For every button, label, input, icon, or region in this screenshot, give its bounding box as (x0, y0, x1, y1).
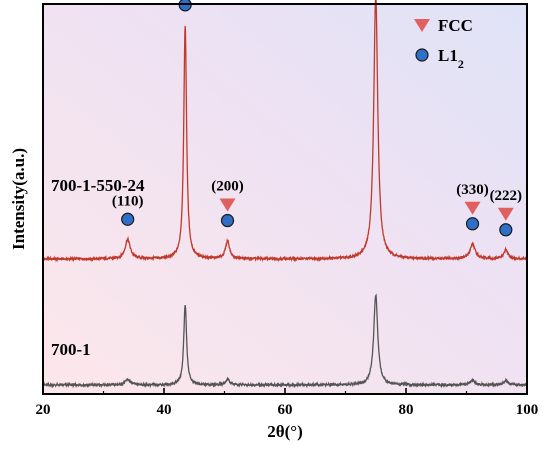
x-tick-label-60: 60 (278, 402, 293, 418)
legend-l12-marker (415, 48, 429, 62)
series-line-700-1 (42, 293, 528, 389)
peak-marker-l12-(111) (178, 0, 192, 12)
peak-marker-l12-(200) (220, 213, 235, 228)
peak-marker-l12-(330) (465, 217, 480, 231)
peak-label-(110): (110) (112, 193, 144, 209)
legend-fcc-label: FCC (438, 16, 473, 35)
legend-l12-label: L12 (438, 46, 464, 71)
legend-fcc-marker (414, 19, 430, 32)
peak-marker-l12-(222) (499, 223, 513, 237)
peak-label-(330): (330) (456, 182, 489, 198)
peak-marker-fcc-(200) (219, 198, 236, 212)
plot-background (43, 4, 527, 394)
peak-marker-fcc-(222) (497, 207, 514, 221)
series-label-700-1: 700-1 (51, 340, 91, 359)
peak-label-(222): (222) (490, 188, 523, 204)
peak-marker-l12-(110) (121, 212, 135, 226)
x-tick-label-80: 80 (399, 402, 414, 418)
x-tick-label-100: 100 (516, 402, 539, 418)
peak-label-(200): (200) (211, 179, 244, 195)
series-line-700-1-550-24 (42, 0, 528, 263)
series-label-700-1-550-24: 700-1-550-24 (51, 176, 145, 195)
y-axis-title: Intensity(a.u.) (9, 148, 28, 250)
x-tick-label-20: 20 (36, 402, 51, 418)
peak-marker-fcc-(330) (464, 201, 481, 215)
x-tick-label-40: 40 (157, 402, 172, 418)
x-axis-title: 2θ(°) (267, 422, 303, 441)
